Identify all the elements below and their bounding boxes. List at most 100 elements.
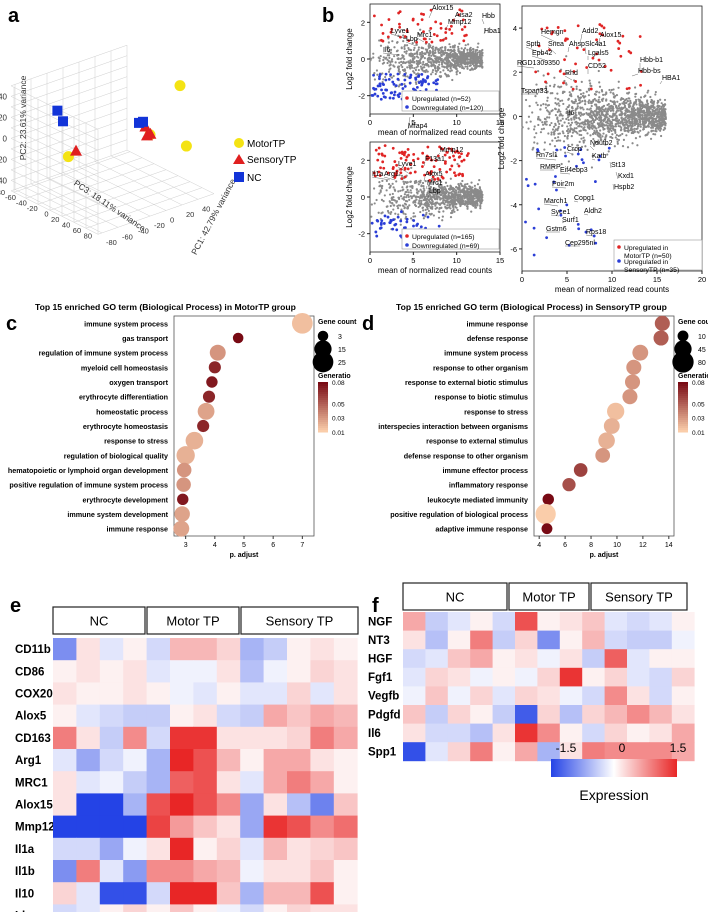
heatmap-group-label: Motor TP xyxy=(522,590,575,605)
heatmap-cell xyxy=(170,726,194,750)
ma-point xyxy=(380,185,383,188)
ma-point-up xyxy=(537,44,541,48)
ma-point xyxy=(442,194,445,197)
ma-point-down xyxy=(421,213,425,217)
ma-point xyxy=(471,186,474,189)
ma-point xyxy=(423,57,426,60)
heatmap-cell xyxy=(287,749,311,772)
heatmap-cell xyxy=(240,904,264,912)
ma-point xyxy=(560,162,563,166)
heatmap-cell xyxy=(287,704,311,728)
ma-point xyxy=(606,110,609,113)
ma-point xyxy=(636,144,639,147)
ma-point xyxy=(617,104,620,108)
ma-point xyxy=(649,100,653,104)
ma-point xyxy=(455,64,458,68)
heatmap-cell xyxy=(515,742,538,762)
ma-point-down xyxy=(579,148,583,151)
ma-point xyxy=(597,116,600,119)
ma-point-down xyxy=(383,214,387,218)
panel-letter-c: c xyxy=(6,313,17,335)
ma-point-up xyxy=(381,32,385,35)
gene-leader-line xyxy=(434,152,441,159)
ma-point xyxy=(442,65,445,68)
ma-point-down xyxy=(594,241,598,245)
ma-point-up xyxy=(448,168,452,171)
ma-point xyxy=(402,55,405,59)
ma-point xyxy=(426,191,429,195)
ma-point xyxy=(619,107,622,110)
ma-point xyxy=(570,135,573,138)
ma-point xyxy=(536,103,539,107)
ma-point-down xyxy=(395,228,399,232)
ma-point xyxy=(437,185,441,188)
ma-point xyxy=(468,64,472,68)
ma-point xyxy=(397,57,400,61)
ma-point xyxy=(590,109,593,112)
ma-point xyxy=(438,61,441,64)
ma-point xyxy=(639,129,642,132)
ma-point xyxy=(466,51,469,55)
ma-point xyxy=(533,125,536,128)
color-legend-swatch xyxy=(678,430,688,433)
ma-point-up xyxy=(404,158,408,162)
ma-point xyxy=(449,215,453,219)
ma-point xyxy=(401,65,404,69)
ma-point xyxy=(654,129,657,133)
go-dot xyxy=(208,361,221,374)
ma-point xyxy=(639,114,642,117)
gene-label: March1 xyxy=(544,198,567,205)
gene-label: Alox15 xyxy=(432,5,454,12)
ma-point xyxy=(448,187,451,190)
gene-label: Surf1 xyxy=(562,217,579,224)
heatmap-cell xyxy=(123,882,147,905)
ma-point xyxy=(477,60,480,64)
ma-point-down xyxy=(382,222,386,225)
ma-point xyxy=(606,116,609,119)
go-xlabel: p. adjust xyxy=(230,552,259,559)
go-term-label: immune response xyxy=(106,525,168,534)
heatmap-cell xyxy=(99,749,124,772)
gene-label: Hspb2 xyxy=(614,184,634,191)
ma-point-up xyxy=(458,8,462,12)
ma-point xyxy=(387,50,390,53)
ma-point xyxy=(444,47,447,50)
ma-point xyxy=(578,122,581,125)
ma-point-up xyxy=(601,33,604,37)
ma-point xyxy=(450,69,453,72)
ma-point xyxy=(602,93,605,97)
ma-point xyxy=(477,42,480,45)
ma-point xyxy=(405,52,408,55)
ma-point xyxy=(646,102,649,106)
ma-point-up xyxy=(603,64,607,68)
pca-gridline xyxy=(73,181,191,223)
ma-point xyxy=(620,128,623,131)
ma-point xyxy=(546,99,549,102)
ma-point xyxy=(446,184,449,188)
ma-point xyxy=(442,196,445,199)
ma-point xyxy=(472,48,475,51)
pca-ztick-label: -40 xyxy=(16,199,27,208)
ma-point-down xyxy=(393,90,397,94)
ma-xlabel: mean of normalized read counts xyxy=(378,128,492,137)
ma-point-up xyxy=(421,165,424,168)
heatmap-cell xyxy=(263,749,288,772)
ma-point xyxy=(389,204,392,208)
ma-point xyxy=(460,189,463,192)
ma-point xyxy=(623,102,626,105)
go-term-label: response to external stimulus xyxy=(426,437,528,446)
ma-point xyxy=(414,215,417,218)
ma-point xyxy=(461,201,464,204)
heatmap-cell xyxy=(447,705,471,724)
heatmap-row-label: Pdgfd xyxy=(368,709,401,721)
gene-leader-line xyxy=(631,73,639,77)
ma-point xyxy=(642,126,645,129)
ma-point xyxy=(542,74,545,77)
ma-point xyxy=(544,106,548,109)
ma-point xyxy=(568,91,571,94)
ma-point xyxy=(650,112,653,115)
go-dot xyxy=(174,506,190,522)
ma-point xyxy=(457,191,460,194)
heatmap-cell xyxy=(170,704,194,728)
heatmap-cell xyxy=(123,860,147,883)
